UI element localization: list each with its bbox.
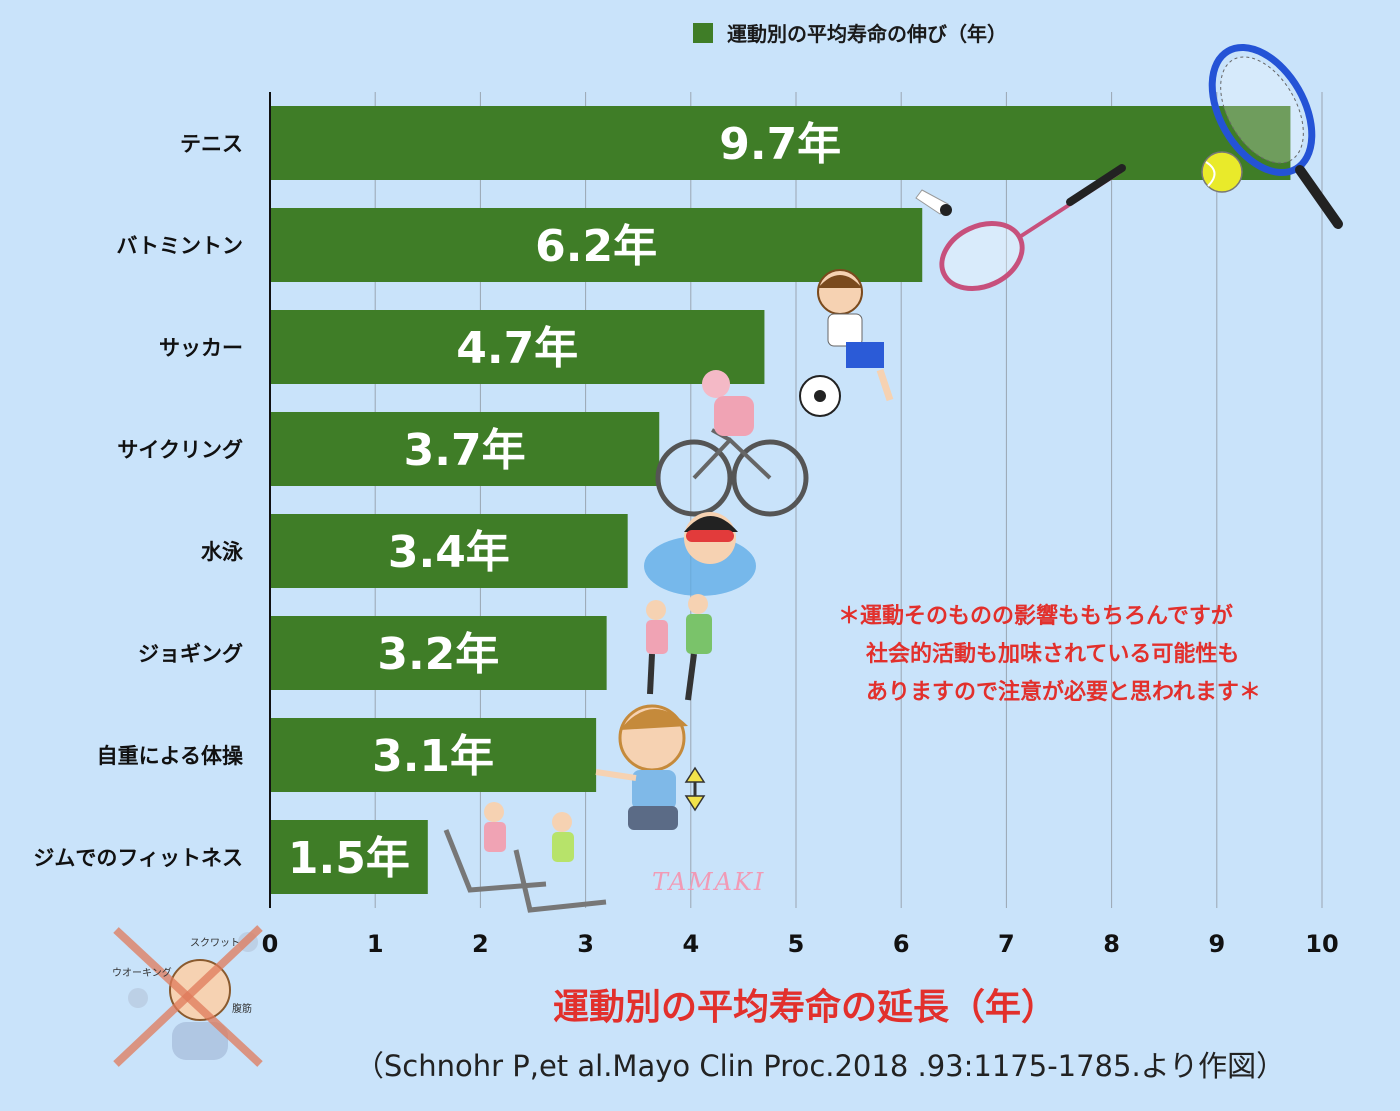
category-label: サイクリング	[117, 438, 243, 462]
shuttlecock-icon	[915, 189, 952, 216]
category-label: テニス	[180, 132, 243, 156]
soccer-player-icon	[817, 269, 894, 402]
category-labels: テニスバトミントンサッカーサイクリング水泳ジョギング自重による体操ジムでのフィッ…	[33, 132, 244, 870]
bar	[270, 310, 765, 384]
squatting-woman-icon	[595, 704, 688, 830]
bar	[270, 820, 428, 894]
bar	[270, 208, 923, 282]
bar-data-label: 4.7年	[456, 323, 578, 374]
bar-data-label: 3.1年	[372, 731, 494, 782]
category-label: ジムでのフィットネス	[33, 846, 243, 870]
category-label: サッカー	[159, 336, 243, 360]
x-tick-label: 3	[577, 930, 594, 958]
treadmill-icon	[443, 802, 607, 913]
legend-swatch	[693, 22, 713, 43]
legend: 運動別の平均寿命の伸び（年）	[693, 18, 1007, 47]
bar-data-label: 3.4年	[388, 527, 510, 578]
x-tick-label: 10	[1305, 930, 1338, 958]
bar-data-label: 3.7年	[404, 425, 526, 476]
bar	[270, 616, 607, 690]
category-label: 水泳	[201, 540, 244, 564]
tennis-ball-icon	[1201, 151, 1243, 193]
x-tick-labels: 0 1 2 3 4 5 6 7 8 9 10	[262, 930, 1339, 958]
x-tick-label: 7	[998, 930, 1015, 958]
illustration-label-squat: スクワット	[190, 938, 240, 949]
cyclist-icon	[655, 370, 809, 517]
bar-data-label: 6.2年	[535, 221, 657, 272]
soccer-ball-icon	[799, 375, 841, 417]
illustration-label-situp: 腹筋	[232, 1004, 252, 1015]
caution-note: ＊運動そのものの影響ももちろんですが 社会的活動も加味されている可能性も ありま…	[838, 598, 1261, 712]
illustration-label-walking: ウオーキング	[112, 968, 172, 979]
bar	[270, 514, 628, 588]
x-tick-label: 2	[472, 930, 489, 958]
bar-data-label: 9.7年	[719, 119, 841, 170]
legend-label: 運動別の平均寿命の伸び（年）	[727, 22, 1007, 46]
category-label: 自重による体操	[97, 744, 244, 768]
x-tick-label: 1	[367, 930, 384, 958]
bars: 9.7年 6.2年 4.7年 3.7年 3.4年 3.2年 3.1年 1.5年	[270, 106, 1291, 894]
swimmer-icon	[644, 512, 756, 596]
x-tick-label: 4	[682, 930, 699, 958]
x-tick-label: 6	[893, 930, 910, 958]
crossed-out-exercise-icon	[113, 925, 263, 1067]
x-tick-label: 9	[1208, 930, 1225, 958]
x-tick-label: 0	[262, 930, 279, 958]
badminton-racket-icon	[939, 164, 1126, 291]
bar-data-label: 3.2年	[377, 629, 499, 680]
up-down-arrow-icon	[684, 766, 706, 812]
category-label: ジョギング	[138, 642, 243, 666]
note-line-1: ＊運動そのものの影響ももちろんですが	[838, 604, 1233, 629]
x-tick-label: 5	[788, 930, 805, 958]
bar	[270, 718, 597, 792]
watermark: TAMAKI	[652, 868, 766, 896]
x-axis-title: 運動別の平均寿命の延長（年）	[552, 987, 1057, 1028]
note-line-2: 社会的活動も加味されている可能性も	[866, 642, 1240, 667]
bar	[270, 412, 660, 486]
category-label: バトミントン	[116, 234, 243, 258]
note-line-3: ありますので注意が必要と思われます＊	[866, 680, 1261, 705]
x-tick-label: 8	[1103, 930, 1120, 958]
bar-data-label: 1.5年	[288, 833, 410, 884]
source-citation: （Schnohr P,et al.Mayo Clin Proc.2018 .93…	[354, 1049, 1286, 1083]
joggers-icon	[646, 594, 712, 701]
tennis-racket-icon	[1208, 43, 1343, 229]
